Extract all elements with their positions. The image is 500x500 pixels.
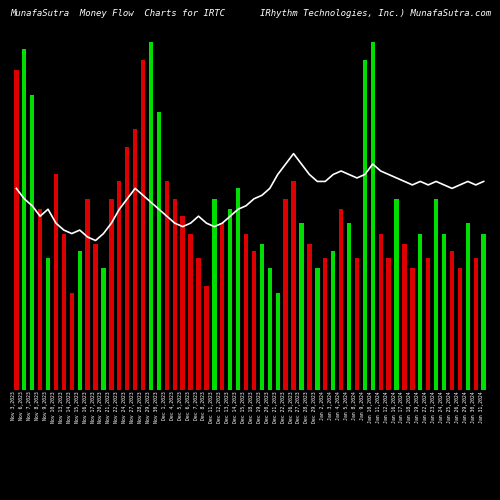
Bar <box>386 258 391 390</box>
Bar <box>70 292 74 390</box>
Bar <box>466 223 470 390</box>
Bar <box>117 182 121 390</box>
Bar <box>180 216 185 390</box>
Bar <box>22 50 26 390</box>
Bar <box>458 268 462 390</box>
Bar <box>220 223 224 390</box>
Bar <box>410 268 414 390</box>
Bar <box>434 199 438 390</box>
Bar <box>331 251 336 390</box>
Bar <box>482 234 486 390</box>
Bar <box>172 199 177 390</box>
Bar <box>378 234 383 390</box>
Bar <box>196 258 200 390</box>
Bar <box>188 234 193 390</box>
Bar <box>355 258 359 390</box>
Bar <box>394 199 398 390</box>
Bar <box>212 199 216 390</box>
Bar <box>402 244 406 390</box>
Bar <box>38 209 42 390</box>
Bar <box>347 223 351 390</box>
Bar <box>284 199 288 390</box>
Bar <box>133 130 138 390</box>
Bar <box>54 174 58 390</box>
Bar <box>292 182 296 390</box>
Bar <box>474 258 478 390</box>
Bar <box>252 251 256 390</box>
Bar <box>315 268 320 390</box>
Bar <box>442 234 446 390</box>
Bar <box>370 42 375 390</box>
Bar <box>339 209 344 390</box>
Bar <box>228 209 232 390</box>
Bar <box>156 112 161 390</box>
Bar <box>268 268 272 390</box>
Bar <box>46 258 50 390</box>
Bar <box>62 234 66 390</box>
Bar <box>102 268 105 390</box>
Bar <box>244 234 248 390</box>
Bar <box>78 251 82 390</box>
Bar <box>94 244 98 390</box>
Bar <box>362 60 367 390</box>
Bar <box>204 286 208 390</box>
Bar <box>300 223 304 390</box>
Bar <box>323 258 328 390</box>
Bar <box>109 199 114 390</box>
Bar <box>141 60 145 390</box>
Bar <box>276 292 280 390</box>
Bar <box>307 244 312 390</box>
Bar <box>86 199 90 390</box>
Bar <box>426 258 430 390</box>
Bar <box>418 234 422 390</box>
Bar <box>236 188 240 390</box>
Bar <box>450 251 454 390</box>
Text: IRhythm Technologies, Inc.) MunafaSutra.com: IRhythm Technologies, Inc.) MunafaSutra.… <box>260 8 490 18</box>
Bar <box>14 70 18 390</box>
Bar <box>125 146 130 390</box>
Bar <box>30 94 34 390</box>
Bar <box>260 244 264 390</box>
Text: MunafaSutra  Money Flow  Charts for IRTC: MunafaSutra Money Flow Charts for IRTC <box>10 8 225 18</box>
Bar <box>164 182 169 390</box>
Bar <box>149 42 153 390</box>
